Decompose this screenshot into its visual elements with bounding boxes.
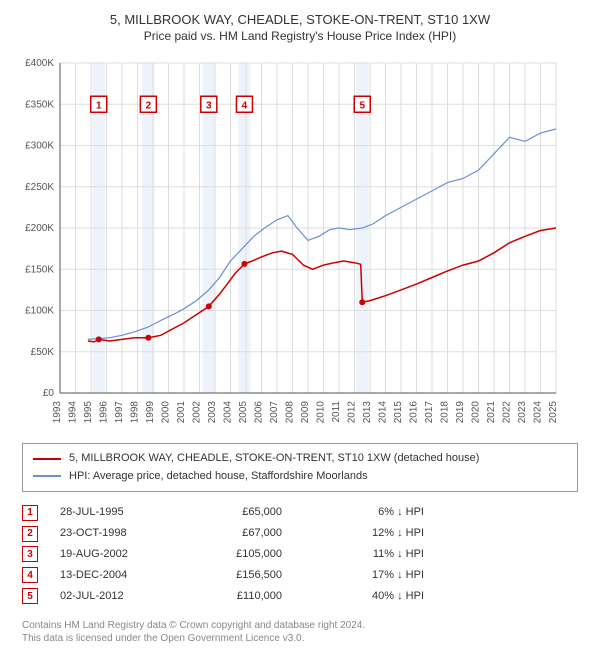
svg-text:1: 1 — [96, 100, 102, 111]
svg-text:2012: 2012 — [347, 401, 358, 424]
footer-line-1: Contains HM Land Registry data © Crown c… — [22, 619, 578, 632]
svg-text:2022: 2022 — [502, 401, 513, 424]
svg-text:2013: 2013 — [362, 401, 373, 424]
marker-badge: 4 — [22, 567, 38, 583]
svg-text:£400K: £400K — [25, 58, 54, 69]
sale-price: £67,000 — [192, 523, 282, 544]
sale-price: £105,000 — [192, 544, 282, 565]
svg-text:2007: 2007 — [269, 401, 280, 424]
svg-text:2016: 2016 — [409, 401, 420, 424]
sale-date: 02-JUL-2012 — [60, 586, 170, 607]
svg-text:2025: 2025 — [548, 401, 559, 424]
sale-price: £110,000 — [192, 586, 282, 607]
svg-text:2: 2 — [146, 100, 152, 111]
legend-swatch — [33, 458, 61, 460]
marker-badge: 3 — [22, 546, 38, 562]
svg-text:2011: 2011 — [331, 401, 342, 423]
svg-text:2004: 2004 — [223, 401, 234, 424]
table-row: 5 02-JUL-2012 £110,000 40% ↓ HPI — [22, 586, 578, 607]
svg-text:£300K: £300K — [25, 141, 54, 152]
svg-text:2019: 2019 — [455, 401, 466, 424]
marker-badge: 1 — [22, 505, 38, 521]
sale-delta: 6% ↓ HPI — [304, 502, 424, 523]
svg-text:£150K: £150K — [25, 264, 54, 275]
svg-text:2006: 2006 — [254, 401, 265, 424]
svg-text:1993: 1993 — [52, 401, 63, 424]
svg-text:2010: 2010 — [316, 401, 327, 424]
sale-delta: 11% ↓ HPI — [304, 544, 424, 565]
svg-text:5: 5 — [359, 100, 365, 111]
sale-date: 23-OCT-1998 — [60, 523, 170, 544]
table-row: 3 19-AUG-2002 £105,000 11% ↓ HPI — [22, 544, 578, 565]
svg-text:2002: 2002 — [192, 401, 203, 424]
sales-table: 1 28-JUL-1995 £65,000 6% ↓ HPI 2 23-OCT-1998 £… — [22, 502, 578, 606]
svg-text:4: 4 — [242, 100, 248, 111]
legend-label: 5, MILLBROOK WAY, CHEADLE, STOKE-ON-TREN… — [69, 450, 479, 468]
footer-line-2: This data is licensed under the Open Gov… — [22, 632, 578, 645]
sale-date: 13-DEC-2004 — [60, 565, 170, 586]
sale-price: £65,000 — [192, 502, 282, 523]
svg-text:2008: 2008 — [285, 401, 296, 424]
page-subtitle: Price paid vs. HM Land Registry's House … — [12, 29, 588, 43]
svg-text:2001: 2001 — [176, 401, 187, 424]
svg-text:2024: 2024 — [533, 401, 544, 424]
svg-text:2009: 2009 — [300, 401, 311, 424]
sale-delta: 12% ↓ HPI — [304, 523, 424, 544]
svg-text:£100K: £100K — [25, 306, 54, 317]
page-title: 5, MILLBROOK WAY, CHEADLE, STOKE-ON-TREN… — [12, 12, 588, 27]
svg-text:2000: 2000 — [161, 401, 172, 424]
svg-text:1998: 1998 — [130, 401, 141, 424]
svg-text:2003: 2003 — [207, 401, 218, 424]
svg-text:2018: 2018 — [440, 401, 451, 424]
footer-attribution: Contains HM Land Registry data © Crown c… — [22, 619, 578, 645]
svg-text:2023: 2023 — [517, 401, 528, 424]
svg-text:2020: 2020 — [471, 401, 482, 424]
marker-badge: 5 — [22, 588, 38, 604]
table-row: 2 23-OCT-1998 £67,000 12% ↓ HPI — [22, 523, 578, 544]
svg-text:1994: 1994 — [68, 401, 79, 424]
marker-badge: 2 — [22, 526, 38, 542]
svg-text:3: 3 — [206, 100, 212, 111]
legend-label: HPI: Average price, detached house, Staf… — [69, 468, 368, 486]
table-row: 1 28-JUL-1995 £65,000 6% ↓ HPI — [22, 502, 578, 523]
legend-swatch — [33, 475, 61, 477]
svg-text:£250K: £250K — [25, 182, 54, 193]
svg-text:£0: £0 — [43, 388, 55, 399]
legend-row: HPI: Average price, detached house, Staf… — [33, 468, 567, 486]
price-chart: £0 £50K £100K £150K £200K £250K £300K £350K £400… — [12, 53, 568, 433]
svg-text:1996: 1996 — [99, 401, 110, 424]
svg-text:1997: 1997 — [114, 401, 125, 424]
legend-row: 5, MILLBROOK WAY, CHEADLE, STOKE-ON-TREN… — [33, 450, 567, 468]
sale-date: 28-JUL-1995 — [60, 502, 170, 523]
sale-delta: 17% ↓ HPI — [304, 565, 424, 586]
svg-text:2021: 2021 — [486, 401, 497, 424]
svg-text:2005: 2005 — [238, 401, 249, 424]
svg-text:1995: 1995 — [83, 401, 94, 424]
sale-date: 19-AUG-2002 — [60, 544, 170, 565]
svg-text:£200K: £200K — [25, 223, 54, 234]
table-row: 4 13-DEC-2004 £156,500 17% ↓ HPI — [22, 565, 578, 586]
svg-text:£350K: £350K — [25, 99, 54, 110]
sale-price: £156,500 — [192, 565, 282, 586]
chart-svg: £0 £50K £100K £150K £200K £250K £300K £350K £400… — [12, 53, 568, 433]
svg-text:1999: 1999 — [145, 401, 156, 424]
svg-text:2017: 2017 — [424, 401, 435, 424]
svg-text:2015: 2015 — [393, 401, 404, 424]
legend-box: 5, MILLBROOK WAY, CHEADLE, STOKE-ON-TREN… — [22, 443, 578, 492]
svg-text:£50K: £50K — [31, 347, 55, 358]
svg-text:2014: 2014 — [378, 401, 389, 424]
sale-delta: 40% ↓ HPI — [304, 586, 424, 607]
